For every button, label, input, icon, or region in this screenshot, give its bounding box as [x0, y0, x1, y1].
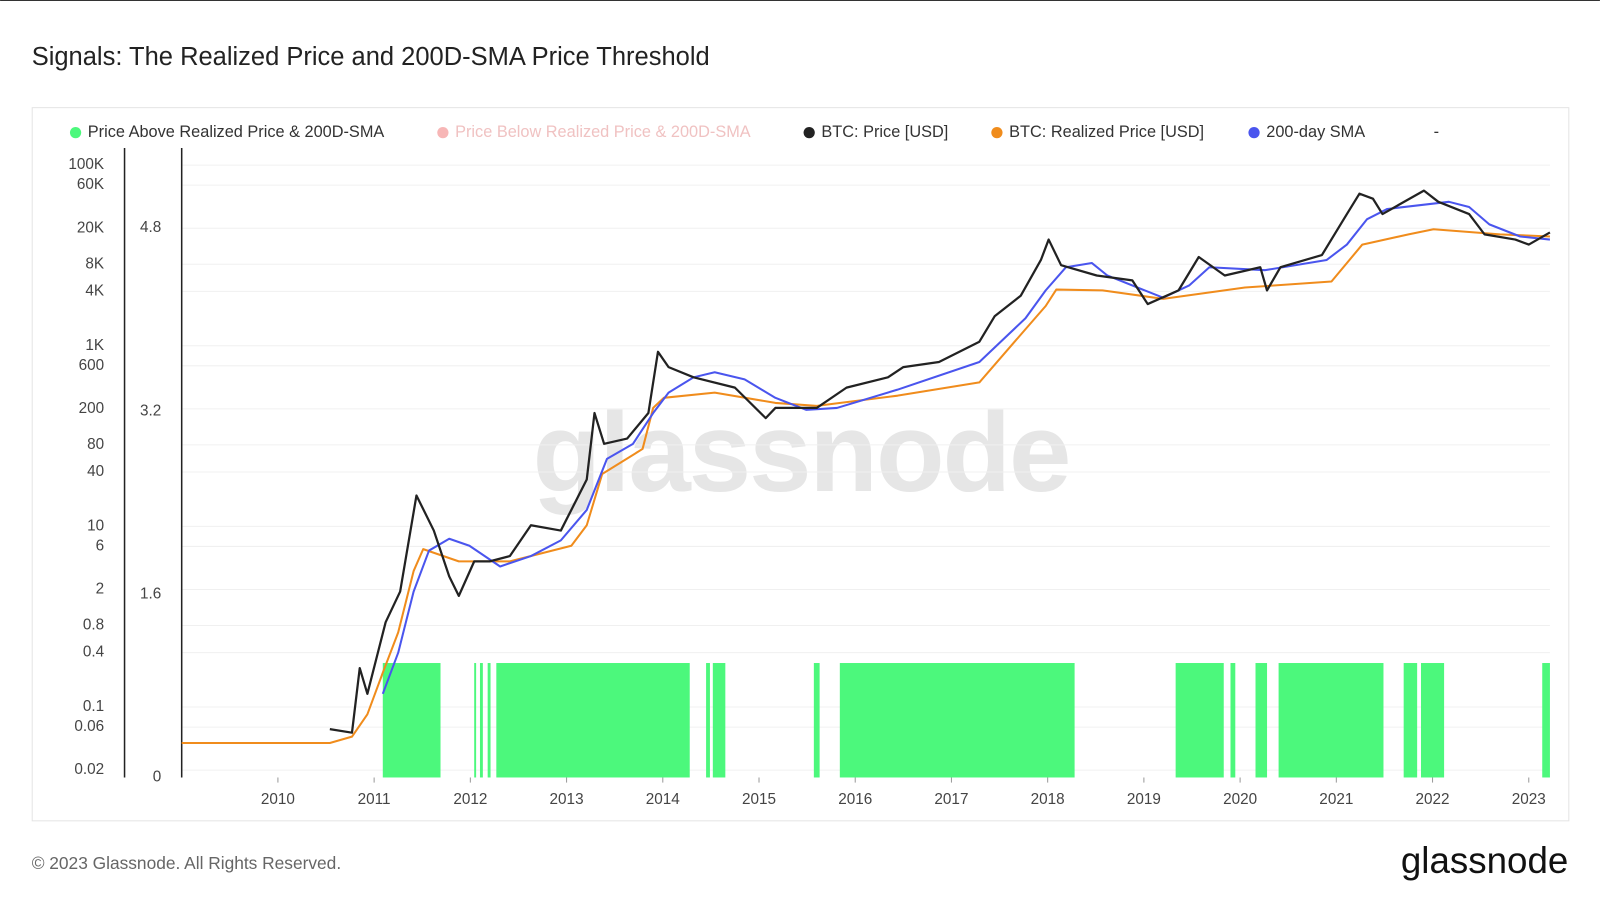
y-tick-label: 6 — [96, 537, 105, 554]
x-tick-label: 2015 — [742, 791, 776, 808]
y-tick-label: 100K — [68, 156, 105, 173]
y-tick-label: 0.4 — [83, 644, 105, 661]
signal-bar — [496, 663, 690, 778]
y-tick-label: 2 — [96, 581, 105, 598]
x-tick-label: 2020 — [1223, 791, 1257, 808]
logo: glassnode — [1401, 840, 1568, 881]
plot: 0.02 0.06 0.1 0.4 0.8 2 6 10 40 80 200 600 1K 4K 8K 20K… — [68, 123, 1551, 808]
y-tick-label: 40 — [87, 463, 104, 480]
y-tick-label: 60K — [77, 176, 105, 193]
x-tick-label: 2023 — [1512, 791, 1546, 808]
y-tick-label: 600 — [79, 357, 105, 374]
y-tick-label: 1K — [85, 337, 105, 354]
signal-bar — [712, 663, 726, 778]
signal-bar — [813, 663, 820, 778]
y-tick-label: 0.8 — [83, 617, 104, 634]
signal-bar — [1255, 663, 1268, 778]
chart-frame — [31, 107, 1570, 822]
legend-dot — [803, 127, 815, 139]
legend-extra: - — [1434, 123, 1439, 141]
x-tick-label: 2017 — [934, 791, 968, 808]
signal-bar — [1175, 663, 1224, 778]
y2-tick-label: 3.2 — [140, 402, 161, 419]
footer: © 2023 Glassnode. All Rights Reserved. — [32, 853, 341, 873]
legend-label: 200-day SMA — [1266, 123, 1365, 141]
x-tick-label: 2018 — [1031, 791, 1065, 808]
signal-bar — [706, 663, 710, 778]
signal-bar — [1278, 663, 1384, 778]
x-tick-label: 2021 — [1319, 791, 1353, 808]
y-tick-label: 80 — [87, 436, 104, 453]
y-tick-label: 0.06 — [74, 718, 104, 735]
y-tick-label: 0.1 — [83, 698, 104, 715]
x-tick-label: 2010 — [261, 791, 295, 808]
signal-bar — [474, 663, 477, 778]
x-tick-label: 2022 — [1416, 791, 1450, 808]
y2-tick-label: 0 — [153, 769, 162, 786]
x-tick-label: 2019 — [1127, 791, 1161, 808]
legend-dot — [437, 127, 449, 139]
signal-bar — [487, 663, 491, 778]
legend-label: Price Above Realized Price & 200D-SMA — [88, 123, 385, 141]
signal-bar — [382, 663, 441, 778]
price-line — [381, 200, 1551, 695]
legend-dot — [991, 127, 1003, 139]
signal-bar — [839, 663, 1075, 778]
legend-label: Price Below Realized Price & 200D-SMA — [455, 123, 751, 141]
y2-tick-label: 1.6 — [140, 585, 161, 602]
legend-label: BTC: Realized Price [USD] — [1009, 123, 1204, 141]
price-line — [329, 189, 1551, 734]
y2-tick-label: 4.8 — [140, 219, 161, 236]
legend-dot — [1248, 127, 1260, 139]
signal-bar — [1420, 663, 1445, 778]
signal-bar — [1230, 663, 1236, 778]
legend-dot — [69, 127, 82, 139]
y-tick-label: 8K — [85, 255, 105, 272]
signal-bar — [479, 663, 483, 778]
x-tick-label: 2011 — [358, 791, 391, 808]
chart-title: Signals: The Realized Price and 200D-SMA… — [32, 43, 710, 71]
y-tick-label: 0.02 — [74, 761, 104, 778]
watermark: glassnode — [533, 389, 1070, 515]
y-tick-label: 10 — [87, 517, 104, 534]
x-tick-label: 2016 — [838, 791, 872, 808]
x-tick-label: 2014 — [646, 791, 681, 808]
signal-bar — [1542, 663, 1550, 778]
x-tick-label: 2013 — [550, 791, 584, 808]
legend-label: BTC: Price [USD] — [821, 123, 948, 141]
signal-bar — [1403, 663, 1418, 778]
y-tick-label: 4K — [85, 282, 105, 299]
price-line — [181, 228, 1550, 745]
y-tick-label: 20K — [77, 219, 105, 236]
y-tick-label: 200 — [79, 400, 105, 417]
x-tick-label: 2012 — [453, 791, 487, 808]
